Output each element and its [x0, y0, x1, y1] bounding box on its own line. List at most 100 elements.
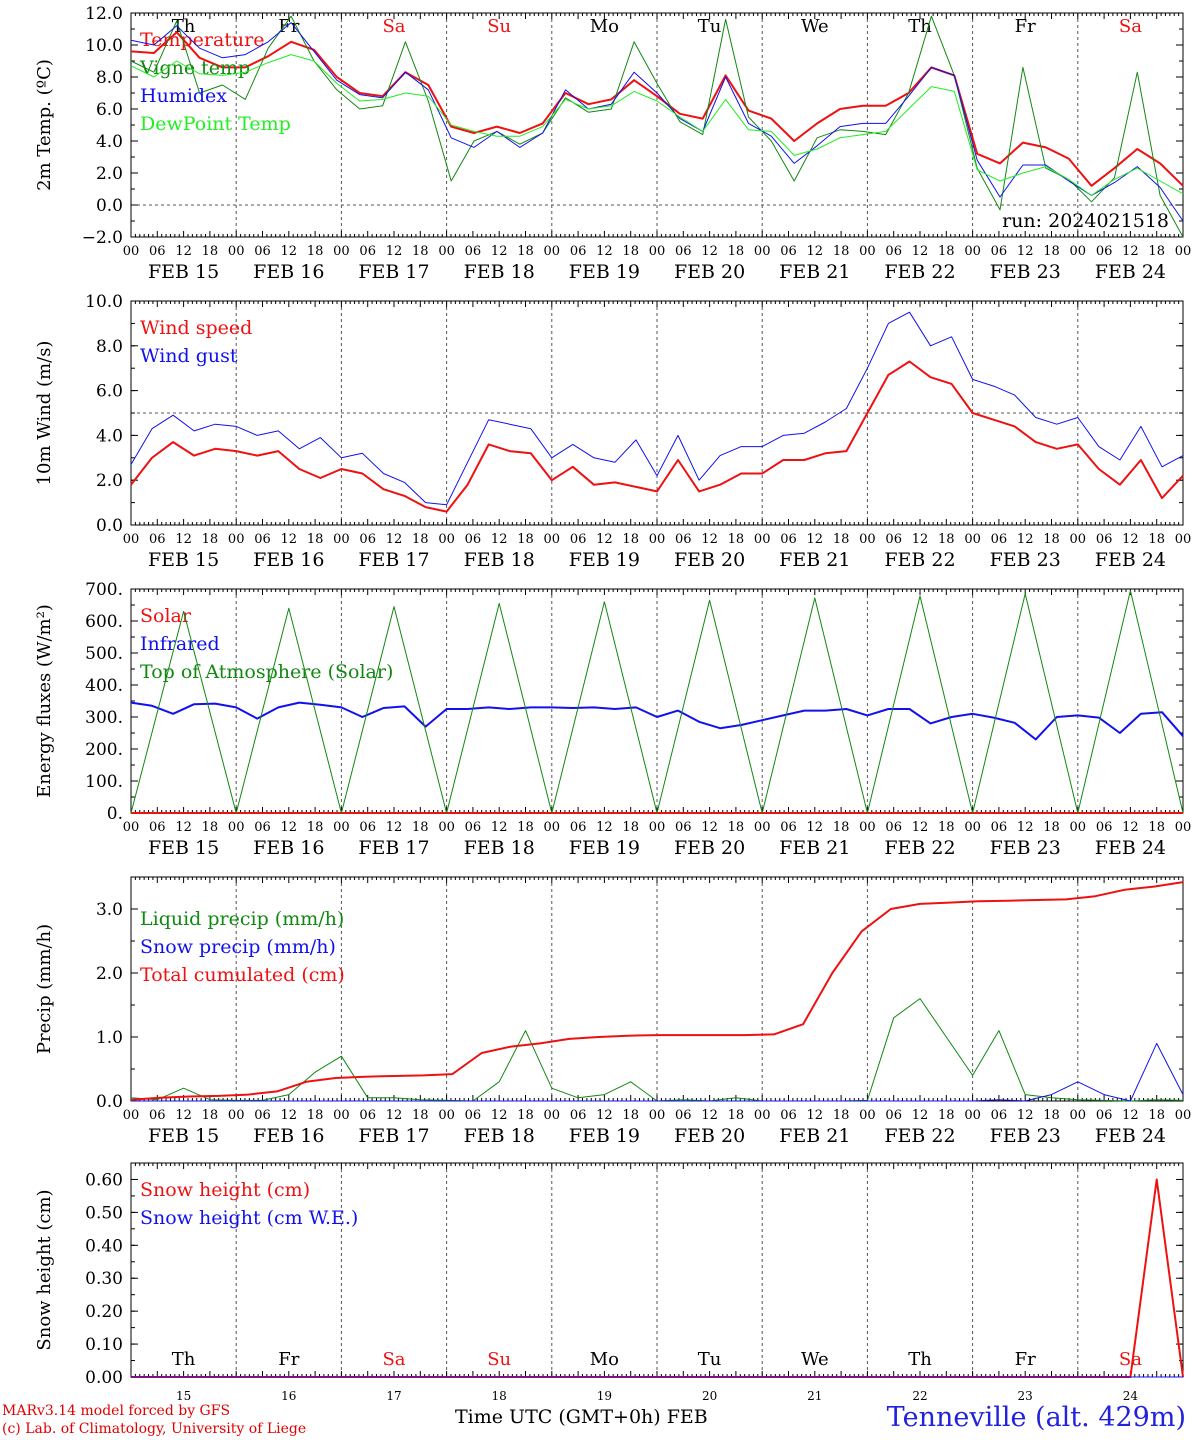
x-hour-label: 00 — [649, 244, 666, 259]
x-hour-label: 00 — [123, 244, 140, 259]
legend-entry: Wind gust — [140, 345, 238, 367]
y-axis-label: Energy fluxes (W/m²) — [34, 604, 55, 798]
x-hour-label: 00 — [1175, 244, 1192, 259]
x-hour-label: 00 — [964, 532, 981, 547]
time-axis-label: Time UTC (GMT+0h) FEB — [455, 1406, 708, 1428]
x-hour-label: 12 — [1017, 244, 1034, 259]
x-hour-label: 12 — [281, 1108, 298, 1123]
x-hour-label: 12 — [491, 532, 508, 547]
x-hour-label: 06 — [991, 532, 1008, 547]
series-line-infrared — [130, 701, 1184, 741]
series-line-top-of-atmosphere-solar- — [130, 590, 1184, 814]
y-tick-label: 6.0 — [96, 382, 123, 402]
x-hour-label: 06 — [149, 1108, 166, 1123]
x-day-number: 17 — [386, 1389, 401, 1403]
y-tick-label: 0.0 — [96, 1092, 123, 1112]
x-hour-label: 18 — [728, 1108, 745, 1123]
x-day-number: 20 — [702, 1389, 717, 1403]
x-hour-label: 06 — [359, 532, 376, 547]
x-hour-label: 18 — [517, 820, 534, 835]
day-of-week-label: Fr — [278, 16, 299, 37]
x-hour-label: 06 — [465, 820, 482, 835]
x-hour-label: 00 — [964, 820, 981, 835]
credit-line-1: MARv3.14 model forced by GFS — [2, 1403, 231, 1419]
x-hour-label: 06 — [570, 244, 587, 259]
x-hour-label: 00 — [859, 820, 876, 835]
x-hour-label: 06 — [254, 532, 271, 547]
day-of-week-label: Sa — [1119, 1349, 1142, 1370]
time-axis-title: Time UTC (GMT+0h) — [455, 1406, 661, 1428]
y-tick-label: 10.0 — [85, 36, 123, 56]
series-line-total-cumulated-cm- — [130, 881, 1184, 1101]
x-hour-label: 18 — [1043, 1108, 1060, 1123]
x-hour-label: 06 — [1096, 532, 1113, 547]
x-hour-label: 18 — [728, 244, 745, 259]
x-hour-label: 12 — [175, 820, 192, 835]
x-date-label: FEB 20 — [674, 549, 745, 571]
day-of-week-label: Su — [487, 1349, 511, 1370]
x-date-label: FEB 18 — [464, 261, 535, 283]
day-of-week-label: Mo — [590, 1349, 619, 1370]
x-hour-label: 06 — [465, 1108, 482, 1123]
y-tick-label: 0.40 — [85, 1236, 123, 1256]
y-tick-label: 0.20 — [85, 1302, 123, 1322]
y-tick-label: 0.0 — [96, 196, 123, 216]
y-axis-label: Precip (mm/h) — [34, 924, 55, 1054]
x-hour-label: 18 — [728, 820, 745, 835]
x-date-label: FEB 18 — [464, 549, 535, 571]
legend-entry: Temperature — [140, 29, 264, 51]
y-tick-label: 0.50 — [85, 1203, 123, 1223]
x-hour-label: 12 — [491, 820, 508, 835]
series-line-humidex — [130, 22, 1184, 222]
x-hour-label: 00 — [1070, 1108, 1087, 1123]
x-hour-label: 12 — [701, 820, 718, 835]
x-hour-label: 18 — [307, 820, 324, 835]
x-hour-label: 12 — [1122, 244, 1139, 259]
x-hour-label: 00 — [649, 820, 666, 835]
x-hour-label: 12 — [912, 244, 929, 259]
x-hour-label: 12 — [1017, 532, 1034, 547]
x-date-label: FEB 21 — [779, 1125, 850, 1147]
credit-line-2: (c) Lab. of Climatology, University of L… — [2, 1421, 307, 1437]
x-hour-label: 12 — [281, 532, 298, 547]
x-hour-label: 00 — [859, 1108, 876, 1123]
x-date-label: FEB 15 — [148, 1125, 219, 1147]
x-date-label: FEB 18 — [464, 837, 535, 859]
x-hour-label: 06 — [254, 820, 271, 835]
series-line-vigne-temp — [130, 15, 1184, 238]
x-hour-label: 00 — [438, 820, 455, 835]
x-hour-label: 00 — [333, 820, 350, 835]
x-day-number: 19 — [597, 1389, 612, 1403]
x-hour-label: 06 — [570, 1108, 587, 1123]
x-date-label: FEB 23 — [990, 261, 1061, 283]
day-of-week-label: Mo — [590, 16, 619, 37]
x-hour-label: 18 — [622, 532, 639, 547]
x-hour-label: 18 — [517, 1108, 534, 1123]
x-hour-label: 00 — [859, 244, 876, 259]
x-day-number: 18 — [492, 1389, 507, 1403]
x-hour-label: 12 — [1017, 820, 1034, 835]
legend-entry: Wind speed — [140, 317, 252, 339]
x-hour-label: 06 — [780, 1108, 797, 1123]
series-line-liquid-precip-mm-h- — [130, 998, 1184, 1102]
day-of-week-label: Fr — [1015, 1349, 1036, 1370]
legend-entry: DewPoint Temp — [140, 113, 291, 135]
x-hour-label: 12 — [491, 1108, 508, 1123]
x-hour-label: 00 — [754, 244, 771, 259]
x-hour-label: 06 — [885, 820, 902, 835]
x-hour-label: 12 — [912, 1108, 929, 1123]
x-hour-label: 00 — [544, 244, 561, 259]
y-tick-label: 10.0 — [85, 292, 123, 312]
x-hour-label: 12 — [175, 244, 192, 259]
x-hour-label: 06 — [465, 532, 482, 547]
x-date-label: FEB 21 — [779, 549, 850, 571]
x-hour-label: 12 — [807, 820, 824, 835]
x-hour-label: 06 — [465, 244, 482, 259]
x-hour-label: 18 — [833, 820, 850, 835]
y-axis-label: 10m Wind (m/s) — [34, 341, 55, 486]
x-hour-label: 00 — [333, 1108, 350, 1123]
legend-entry: Humidex — [140, 85, 227, 107]
x-date-label: FEB 16 — [253, 837, 324, 859]
x-hour-label: 18 — [938, 532, 955, 547]
x-hour-label: 18 — [622, 244, 639, 259]
